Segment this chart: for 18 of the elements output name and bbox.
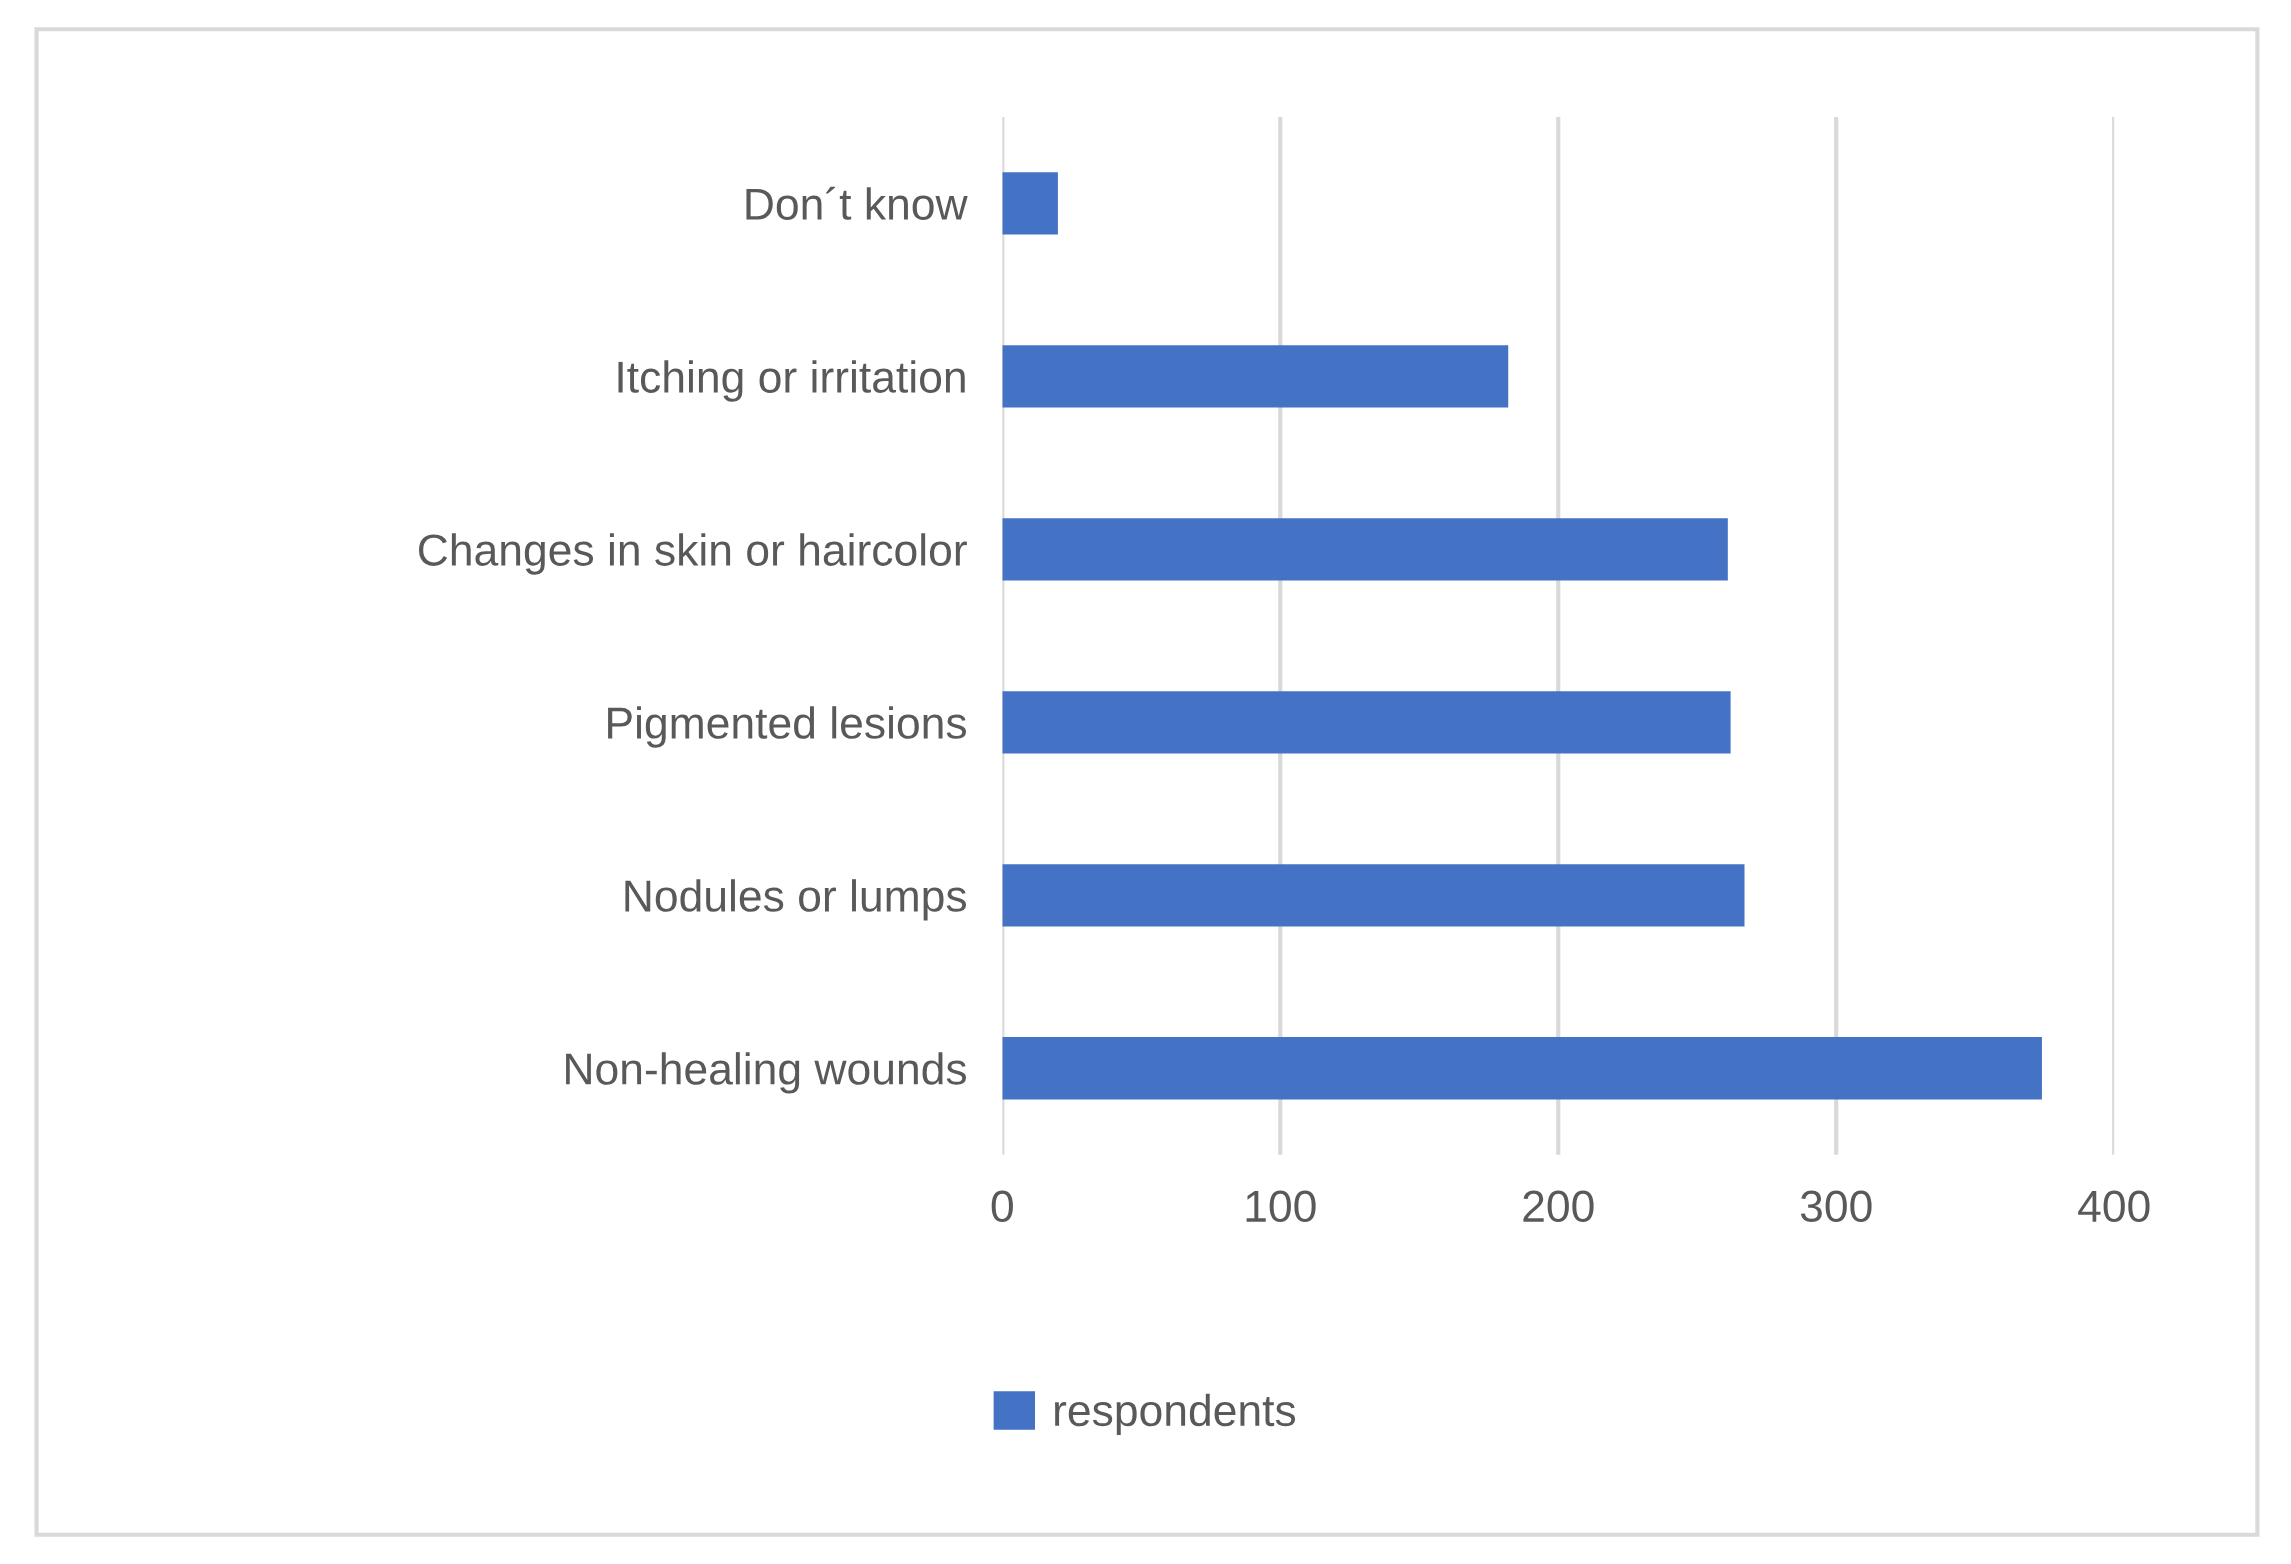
y-tick-label: Don´t know [746, 186, 968, 220]
bar [1002, 1037, 2042, 1100]
x-tick-label: 300 [1800, 1190, 1872, 1223]
x-tick-label: 100 [1246, 1190, 1316, 1223]
bar [1002, 518, 1728, 581]
y-tick-label: Non-healing wounds [566, 1052, 967, 1094]
x-tick-label: 200 [1523, 1190, 1594, 1223]
y-tick-label: Itching or irritation [618, 360, 965, 402]
y-tick-label: Pigmented lesions [608, 706, 967, 748]
bar [1002, 864, 1745, 927]
bar [1002, 345, 1509, 408]
bar [1002, 172, 1058, 235]
legend-label: respondents [1055, 1393, 1296, 1436]
bar [1002, 691, 1731, 754]
x-tick-label: 0 [991, 1190, 1013, 1223]
y-tick-label: Changes in skin or haircolor [418, 533, 967, 575]
x-tick-label: 400 [2078, 1190, 2150, 1223]
y-tick-label: Nodules or lumps [625, 879, 967, 921]
